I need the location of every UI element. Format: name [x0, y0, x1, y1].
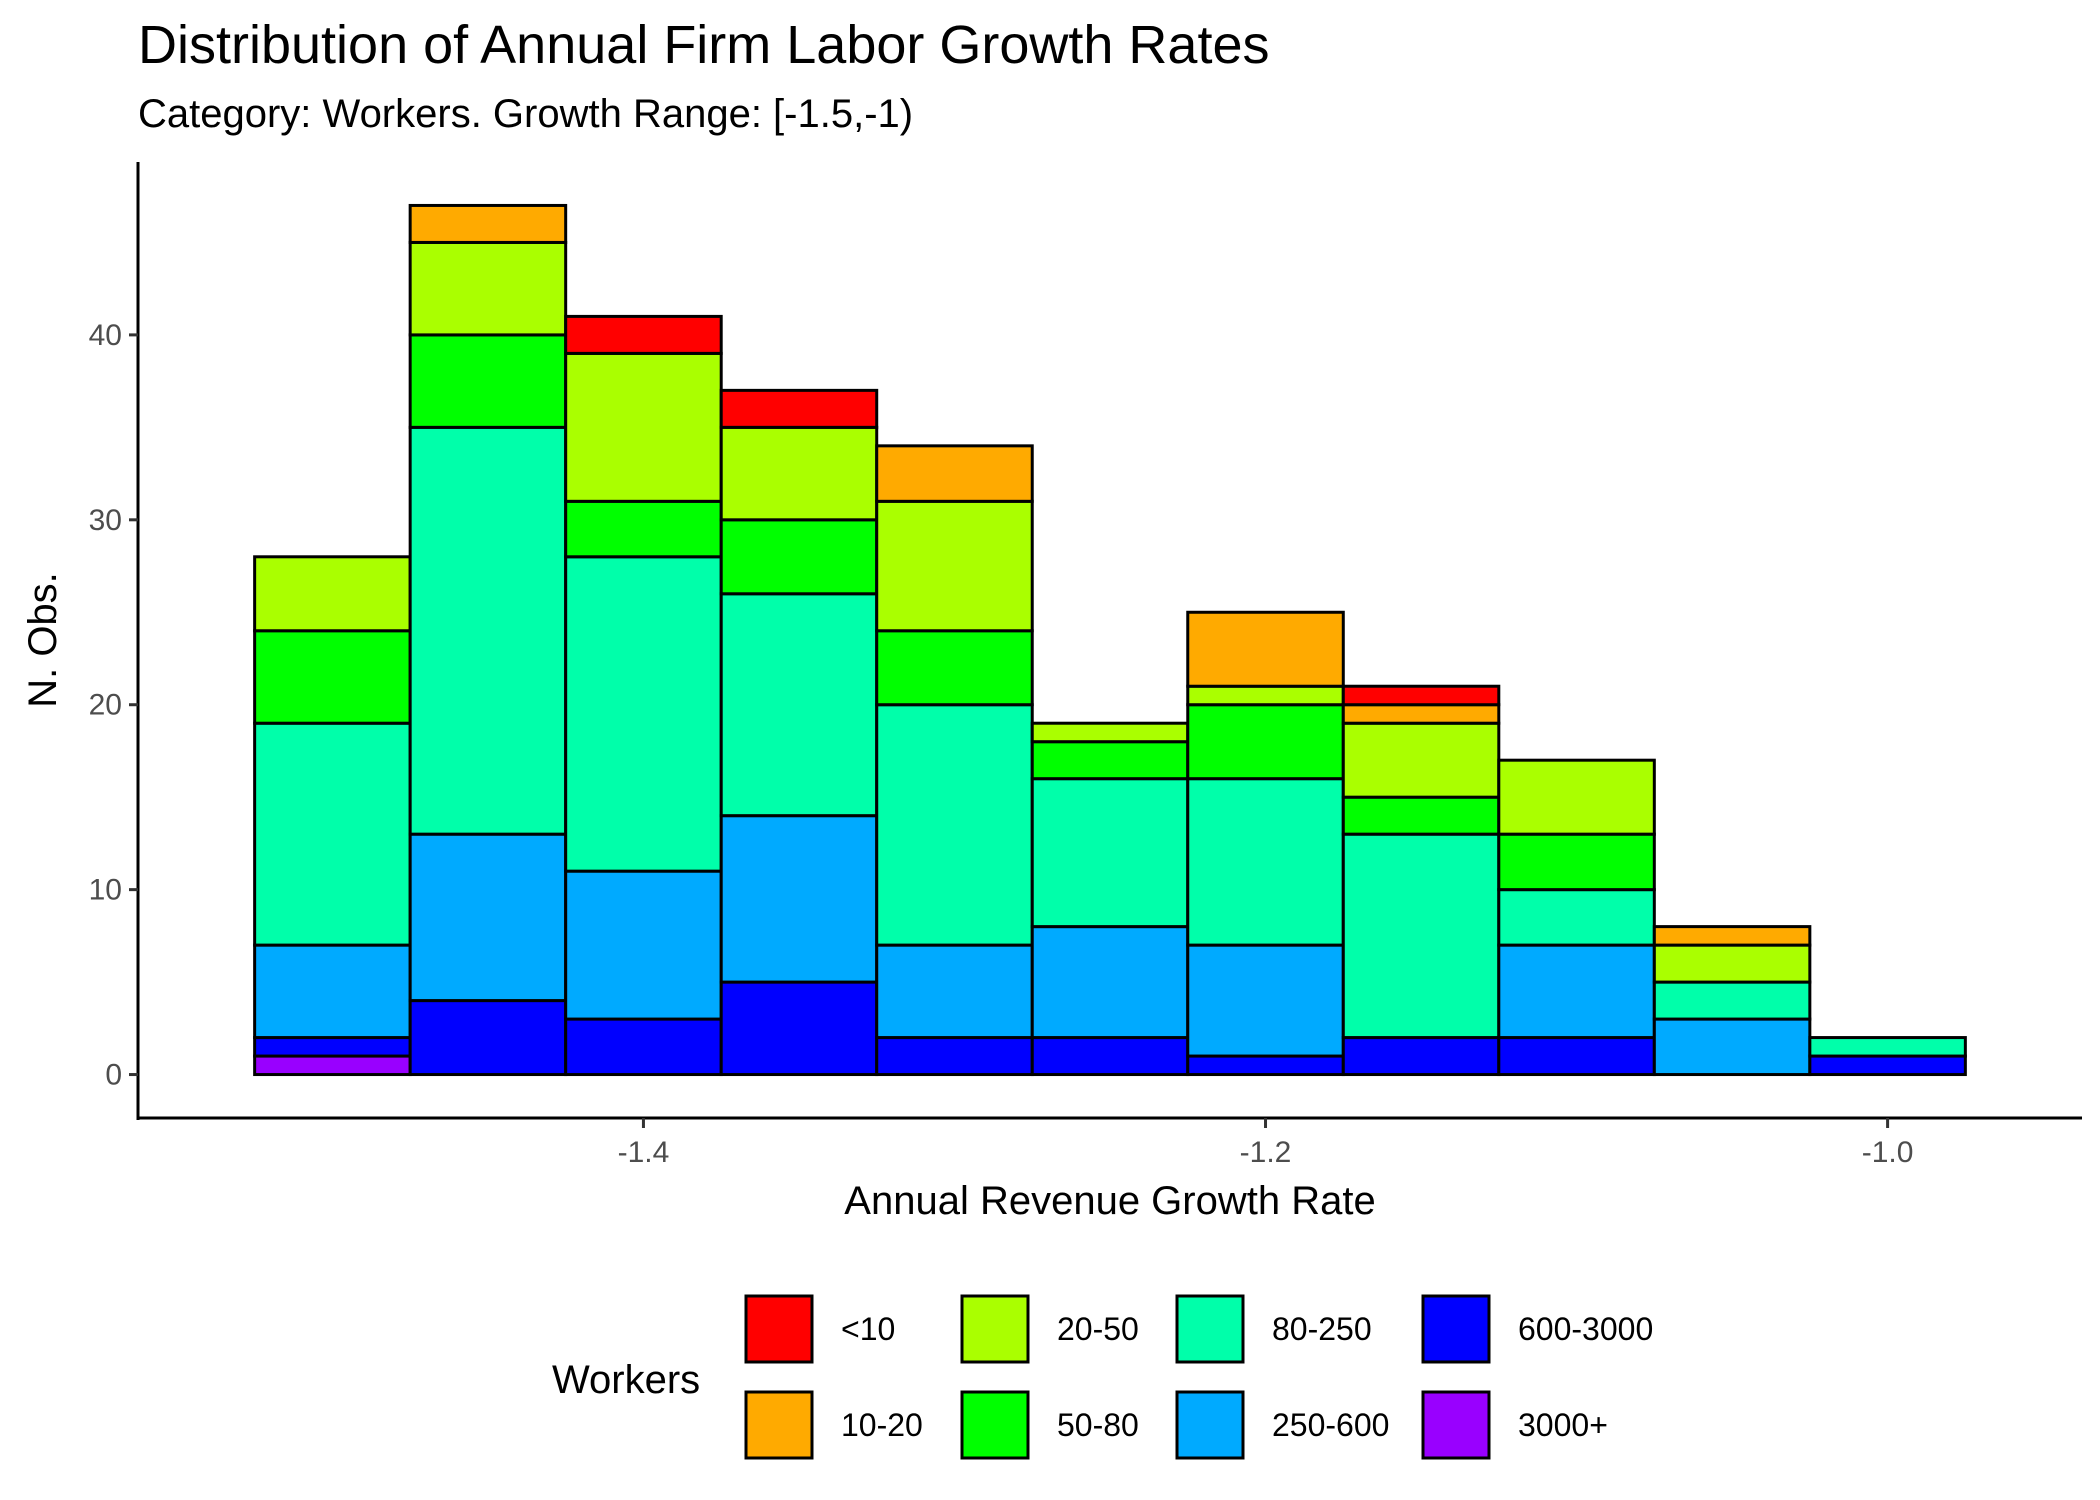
bar-segment [408, 425, 568, 836]
legend-swatch [960, 1294, 1030, 1364]
bar-segment [564, 555, 723, 873]
bar-segment [1341, 795, 1501, 836]
bar-segment [1341, 684, 1501, 707]
legend-swatch [1421, 1390, 1491, 1460]
y-tick-label: 0 [105, 1059, 122, 1092]
y-tick-label: 10 [89, 874, 122, 907]
bar-segment [1186, 703, 1345, 781]
legend-swatch [1175, 1390, 1245, 1460]
legend-label: 250-600 [1272, 1407, 1389, 1443]
bar-segment [1030, 777, 1190, 929]
bar-segment [1030, 721, 1190, 744]
bar-segment [408, 333, 568, 429]
bar-segment [253, 555, 412, 633]
bar-segment [875, 1036, 1034, 1077]
bar-segment [719, 814, 879, 984]
bar-segment [253, 629, 412, 725]
bar-segment [719, 388, 879, 429]
bar-segment [408, 999, 568, 1077]
bar-segment [1030, 925, 1190, 1040]
legend-label: 50-80 [1057, 1407, 1139, 1443]
x-tick-label: -1.4 [618, 1136, 670, 1169]
y-axis-ticks: 0 10 20 30 40 [89, 319, 138, 1092]
legend-swatch [744, 1294, 814, 1364]
bar-segment [875, 703, 1034, 947]
bar-segment [719, 518, 879, 596]
bar-segment [719, 980, 879, 1077]
bar-segment [1341, 832, 1501, 1040]
bar-segment [1808, 1036, 1967, 1058]
bar-segment [1497, 888, 1656, 947]
bar-segment [875, 444, 1034, 503]
bar-segment [1030, 1036, 1190, 1077]
bar-segment [1497, 943, 1656, 1040]
bar-segment [1186, 610, 1345, 688]
legend-label: 3000+ [1518, 1407, 1608, 1443]
bar-segment [1652, 1017, 1812, 1077]
legend-label: 10-20 [841, 1407, 923, 1443]
x-tick-label: -1.2 [1240, 1136, 1292, 1169]
bar-segment [1652, 943, 1812, 984]
legend-swatch [1421, 1294, 1491, 1364]
bar-segment [719, 592, 879, 818]
legend-swatch [960, 1390, 1030, 1460]
bar-segment [253, 721, 412, 947]
legend-title: Workers [552, 1358, 700, 1402]
legend-label: <10 [841, 1311, 895, 1347]
bar-segment [1652, 980, 1812, 1021]
bar-segment [564, 869, 723, 1021]
y-tick-label: 40 [89, 319, 122, 352]
bar-segment [1341, 721, 1501, 799]
bar-segment [253, 943, 412, 1040]
bar-segment [408, 240, 568, 337]
bar-segment [564, 351, 723, 503]
chart-title: Distribution of Annual Firm Labor Growth… [138, 15, 1270, 75]
bar-segment [1497, 832, 1656, 892]
bar-segment [1030, 740, 1190, 781]
bar-segment [1341, 703, 1501, 725]
bar-segment [253, 1054, 412, 1077]
x-axis-ticks: -1.4 -1.2 -1.0 [618, 1118, 1914, 1169]
y-tick-label: 20 [89, 689, 122, 722]
y-axis-title: N. Obs. [21, 572, 65, 708]
bar-segment [1497, 1036, 1656, 1077]
bar-segment [1186, 943, 1345, 1058]
x-axis-title: Annual Revenue Growth Rate [844, 1179, 1375, 1223]
bar-segment [564, 499, 723, 559]
bar-segment [719, 425, 879, 522]
bar-segment [408, 832, 568, 1003]
bar-segment [408, 203, 568, 244]
bar-segment [564, 1017, 723, 1077]
bar-segment [1186, 684, 1345, 707]
bar-segment [1497, 758, 1656, 836]
legend-label: 600-3000 [1518, 1311, 1653, 1347]
bar-segment [875, 943, 1034, 1040]
legend-swatch [1175, 1294, 1245, 1364]
bar-segment [564, 314, 723, 355]
bar-segment [1652, 925, 1812, 947]
bar-segment [875, 629, 1034, 707]
bar-segment [1808, 1054, 1967, 1077]
legend-label: 20-50 [1057, 1311, 1139, 1347]
bar-segment [1186, 777, 1345, 947]
bar-segment [253, 1036, 412, 1058]
bars-group [253, 203, 1967, 1077]
legend: <10 10-20 20-50 50-80 80-250 250-600 600-3000 3… [744, 1294, 1653, 1460]
x-tick-label: -1.0 [1862, 1136, 1914, 1169]
y-tick-label: 30 [89, 504, 122, 537]
bar-segment [1186, 1054, 1345, 1077]
chart-subtitle: Category: Workers. Growth Range: [-1.5,-… [138, 92, 914, 136]
bar-segment [875, 499, 1034, 633]
bar-segment [1341, 1036, 1501, 1077]
legend-swatch [744, 1390, 814, 1460]
legend-label: 80-250 [1272, 1311, 1372, 1347]
